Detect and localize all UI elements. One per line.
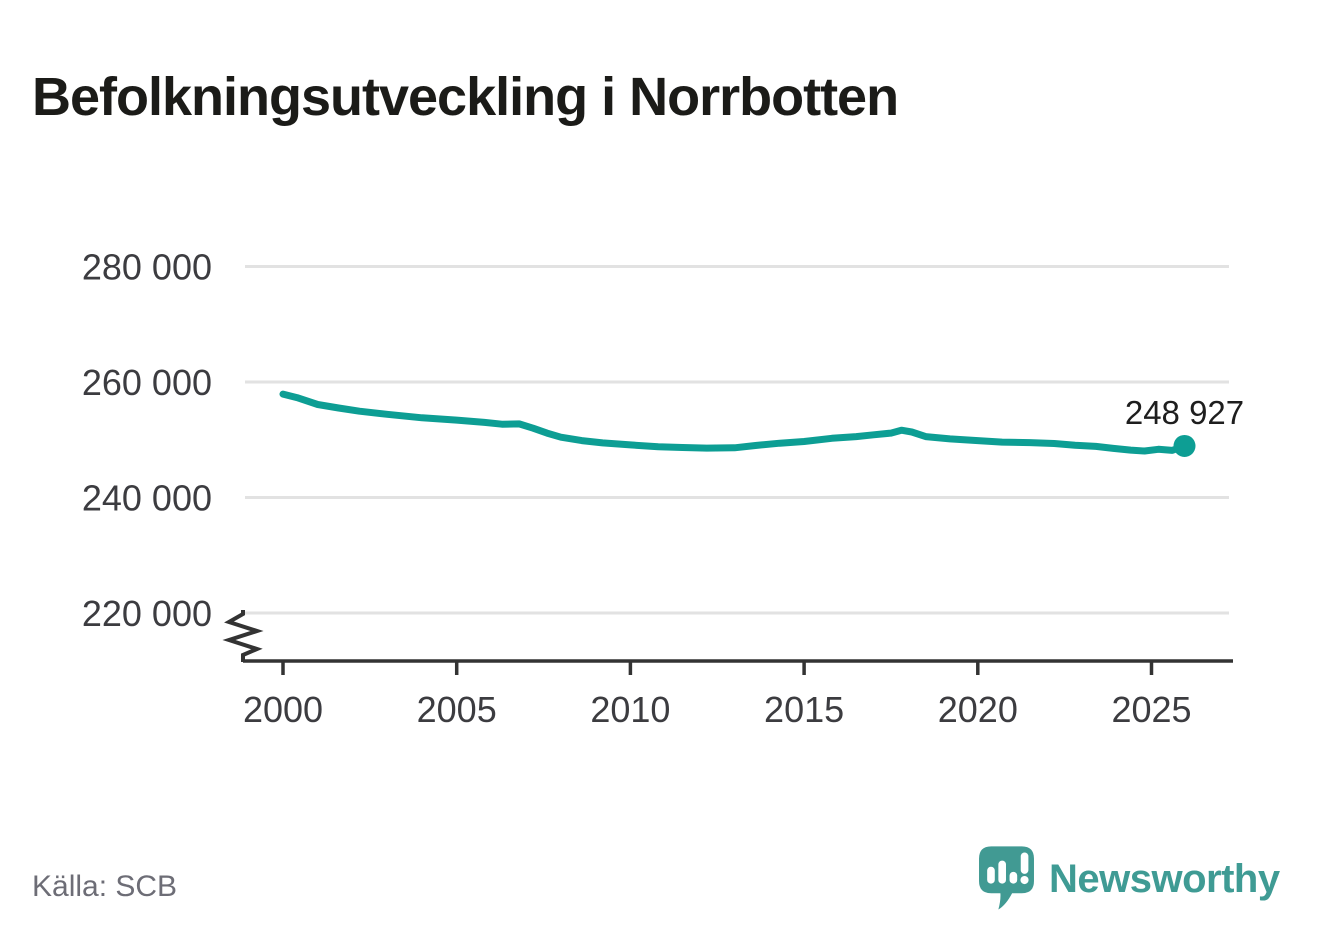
population-line: [279, 390, 1188, 455]
page-title: Befolkningsutveckling i Norrbotten: [32, 67, 899, 128]
end-value-label: 248 927: [1125, 394, 1244, 431]
source-note: Källa: SCB: [32, 870, 178, 903]
x-tick-label: 2000: [243, 689, 323, 730]
newsworthy-logo: Newsworthy: [978, 843, 1280, 915]
exclamation-dot: [1020, 875, 1029, 885]
bar-2: [998, 860, 1006, 884]
bar-3: [1009, 871, 1018, 884]
x-tick-label: 2010: [590, 689, 670, 730]
bubble-shape: [979, 846, 1034, 910]
brand-name: Newsworthy: [1049, 856, 1280, 901]
exclamation-bar: [1020, 852, 1029, 874]
x-tick-label: 2020: [938, 689, 1018, 730]
bar-1: [987, 866, 995, 884]
y-tick-label: 220 000: [82, 593, 212, 634]
end-point-dot: [1173, 434, 1196, 457]
y-tick-label: 280 000: [82, 247, 212, 288]
x-tick-label: 2025: [1111, 689, 1191, 730]
x-tick-label: 2005: [417, 689, 497, 730]
x-tick-label: 2015: [764, 689, 844, 730]
y-tick-label: 240 000: [82, 478, 212, 519]
y-axis-break-icon: [222, 610, 264, 662]
y-tick-label: 260 000: [82, 362, 212, 403]
speech-bubble-bar-chart-icon: [979, 846, 1034, 910]
